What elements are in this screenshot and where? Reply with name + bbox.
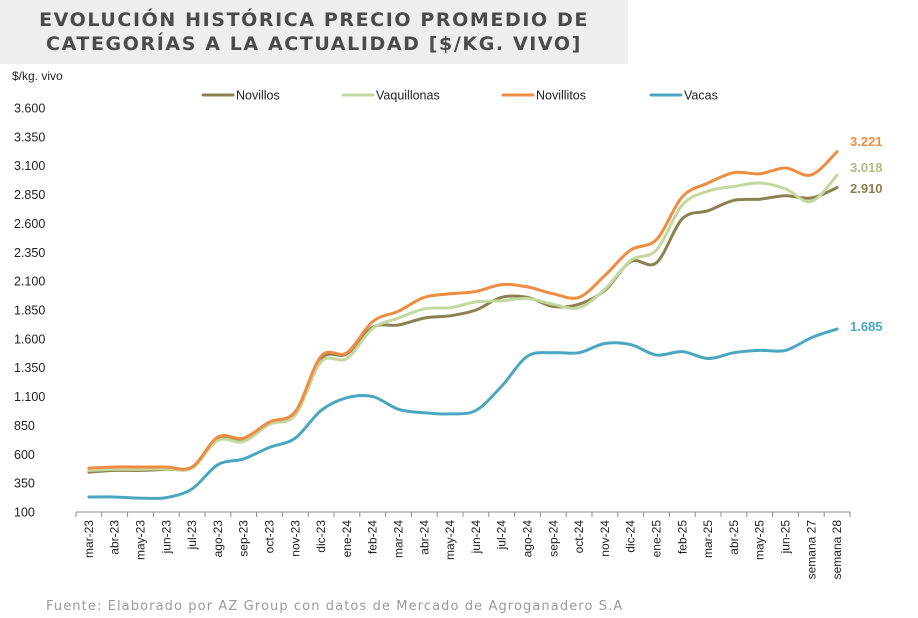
x-tick-label: oct-23 bbox=[263, 520, 277, 554]
y-tick-label: 3.100 bbox=[14, 159, 45, 173]
y-tick-label: 3.350 bbox=[14, 130, 45, 144]
end-value-label-novillitos: 3.221 bbox=[850, 134, 883, 149]
end-value-label-novillos: 2.910 bbox=[850, 181, 883, 196]
x-tick-label: semana 28 bbox=[830, 520, 844, 580]
x-tick-label: oct-24 bbox=[572, 520, 586, 554]
x-tick-label: ene-24 bbox=[340, 520, 354, 558]
x-tick-label: mar-24 bbox=[392, 520, 406, 558]
x-tick-label: sep-24 bbox=[546, 520, 560, 557]
x-tick-label: jun-23 bbox=[159, 520, 173, 555]
x-tick-label: feb-24 bbox=[366, 520, 380, 554]
x-tick-label: semana 27 bbox=[804, 520, 818, 580]
y-tick-label: 350 bbox=[14, 477, 35, 491]
legend-label-vacas: Vacas bbox=[684, 89, 718, 103]
chart-title-line-2: CATEGORÍAS A LA ACTUALIDAD [$/KG. VIVO] bbox=[46, 33, 582, 55]
x-tick-label: nov-23 bbox=[288, 520, 302, 557]
x-tick-label: ago-23 bbox=[211, 520, 225, 558]
legend-label-novillos: Novillos bbox=[236, 89, 280, 103]
x-tick-label: may-23 bbox=[134, 520, 148, 560]
y-tick-label: 2.600 bbox=[14, 217, 45, 231]
y-tick-label: 2.100 bbox=[14, 275, 45, 289]
y-tick-label: 100 bbox=[14, 506, 35, 520]
y-tick-label: 600 bbox=[14, 448, 35, 462]
y-tick-label: 850 bbox=[14, 419, 35, 433]
x-tick-label: sep-23 bbox=[237, 520, 251, 557]
x-tick-label: nov-24 bbox=[598, 520, 612, 557]
y-tick-label: 2.850 bbox=[14, 188, 45, 202]
series-line-novillitos bbox=[87, 150, 839, 471]
end-value-label-vacas: 1.685 bbox=[850, 319, 883, 334]
chart-title-line-1: EVOLUCIÓN HISTÓRICA PRECIO PROMEDIO DE bbox=[39, 9, 589, 31]
x-tick-label: mar-23 bbox=[82, 520, 96, 558]
y-tick-label: 1.100 bbox=[14, 390, 45, 404]
y-tick-label: 3.600 bbox=[14, 102, 45, 116]
end-value-label-vaquillonas: 3.018 bbox=[850, 160, 883, 175]
series-line-novillos bbox=[87, 186, 839, 474]
x-tick-label: ene-25 bbox=[650, 520, 664, 558]
legend-label-novillitos: Novillitos bbox=[536, 89, 586, 103]
series-line-vaquillonas bbox=[87, 173, 839, 472]
x-tick-label: abr-25 bbox=[727, 520, 741, 555]
source-note: Fuente: Elaborado por AZ Group con datos… bbox=[46, 599, 624, 614]
series-line-vacas bbox=[87, 327, 839, 500]
x-tick-label: mar-25 bbox=[701, 520, 715, 558]
y-tick-label: 1.850 bbox=[14, 304, 45, 318]
x-tick-label: may-24 bbox=[443, 520, 457, 560]
x-tick-label: may-25 bbox=[753, 520, 767, 560]
legend-label-vaquillonas: Vaquillonas bbox=[376, 89, 440, 103]
x-tick-label: jun-24 bbox=[469, 520, 483, 555]
y-tick-label: 2.350 bbox=[14, 246, 45, 260]
x-tick-label: ago-24 bbox=[521, 520, 535, 558]
x-tick-label: dic-23 bbox=[314, 520, 328, 553]
x-tick-label: abr-24 bbox=[417, 520, 431, 555]
y-axis-label: $/kg. vivo bbox=[12, 69, 63, 83]
x-tick-label: jul-23 bbox=[185, 520, 199, 551]
x-tick-label: jun-25 bbox=[779, 520, 793, 555]
x-tick-label: feb-25 bbox=[675, 520, 689, 554]
x-tick-label: dic-24 bbox=[624, 520, 638, 553]
x-tick-label: abr-23 bbox=[108, 520, 122, 555]
x-tick-label: jul-24 bbox=[495, 520, 509, 551]
y-tick-label: 1.350 bbox=[14, 361, 45, 375]
y-tick-label: 1.600 bbox=[14, 332, 45, 346]
title-box: EVOLUCIÓN HISTÓRICA PRECIO PROMEDIO DE C… bbox=[0, 0, 628, 64]
